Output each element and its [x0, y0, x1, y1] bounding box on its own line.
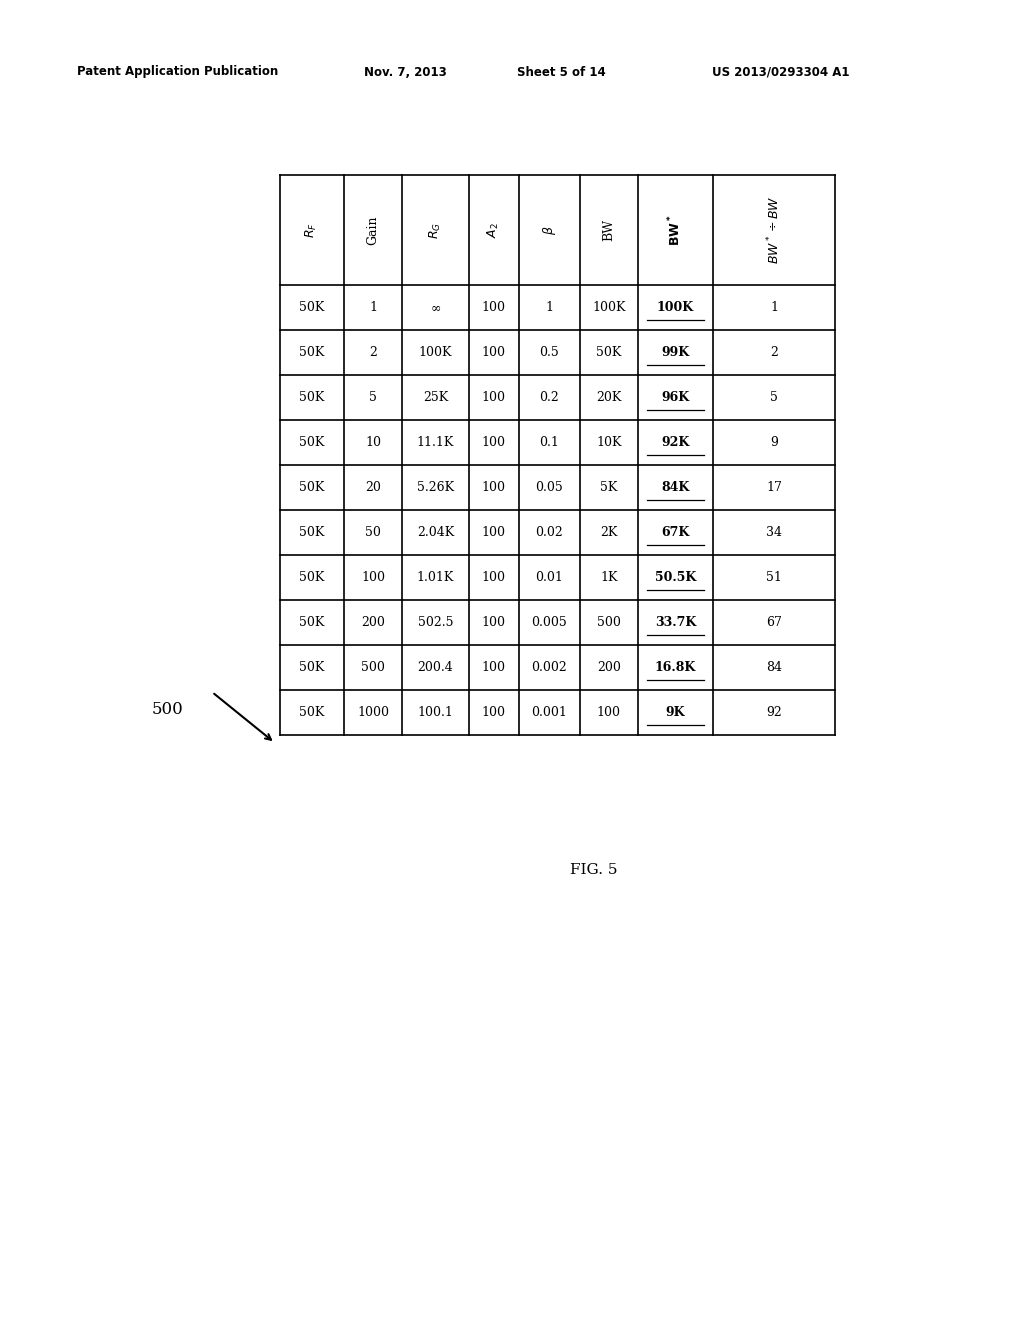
Text: BW: BW [602, 219, 615, 242]
Text: 10K: 10K [596, 436, 622, 449]
Text: 84: 84 [766, 661, 782, 675]
Text: $BW^*\div BW$: $BW^*\div BW$ [766, 195, 782, 264]
Text: Nov. 7, 2013: Nov. 7, 2013 [364, 66, 446, 78]
Text: 100: 100 [481, 346, 506, 359]
Text: 2K: 2K [600, 525, 617, 539]
Text: 92K: 92K [662, 436, 689, 449]
Text: 10: 10 [365, 436, 381, 449]
Text: 0.5: 0.5 [540, 346, 559, 359]
Text: 100: 100 [481, 480, 506, 494]
Text: 100: 100 [481, 572, 506, 583]
Text: 0.002: 0.002 [531, 661, 567, 675]
Text: 1: 1 [770, 301, 778, 314]
Text: 500: 500 [361, 661, 385, 675]
Text: 0.02: 0.02 [536, 525, 563, 539]
Text: 16.8K: 16.8K [654, 661, 696, 675]
Text: 5: 5 [369, 391, 377, 404]
Text: 84K: 84K [662, 480, 689, 494]
Text: 100: 100 [361, 572, 385, 583]
Text: 100: 100 [481, 525, 506, 539]
Text: 50K: 50K [299, 301, 325, 314]
Text: 50K: 50K [299, 572, 325, 583]
Text: 50K: 50K [299, 391, 325, 404]
Text: 1: 1 [545, 301, 553, 314]
Text: 50: 50 [365, 525, 381, 539]
Text: 20: 20 [365, 480, 381, 494]
Text: 100: 100 [481, 616, 506, 630]
Text: 100.1: 100.1 [418, 706, 454, 719]
Text: 2.04K: 2.04K [417, 525, 454, 539]
Text: 9: 9 [770, 436, 778, 449]
Text: 50K: 50K [299, 346, 325, 359]
Text: 50K: 50K [299, 616, 325, 630]
Text: 1.01K: 1.01K [417, 572, 454, 583]
Text: 0.05: 0.05 [536, 480, 563, 494]
Text: 17: 17 [766, 480, 782, 494]
Text: 99K: 99K [662, 346, 689, 359]
Text: 100: 100 [481, 661, 506, 675]
Text: 33.7K: 33.7K [654, 616, 696, 630]
Text: 0.1: 0.1 [540, 436, 559, 449]
Text: 25K: 25K [423, 391, 449, 404]
Text: 1000: 1000 [357, 706, 389, 719]
Text: 200: 200 [361, 616, 385, 630]
Text: 1: 1 [369, 301, 377, 314]
Text: 34: 34 [766, 525, 782, 539]
Text: 100: 100 [481, 301, 506, 314]
Text: 50K: 50K [596, 346, 622, 359]
Text: 92: 92 [766, 706, 782, 719]
Text: 100: 100 [481, 706, 506, 719]
Text: 67K: 67K [662, 525, 689, 539]
Text: 502.5: 502.5 [418, 616, 454, 630]
Text: 100K: 100K [656, 301, 694, 314]
Text: 11.1K: 11.1K [417, 436, 454, 449]
Text: 50.5K: 50.5K [654, 572, 696, 583]
Text: ∞: ∞ [430, 301, 440, 314]
Text: 0.001: 0.001 [531, 706, 567, 719]
Text: 100K: 100K [592, 301, 626, 314]
Text: 0.2: 0.2 [540, 391, 559, 404]
Text: $\beta$: $\beta$ [541, 226, 558, 235]
Text: 100: 100 [481, 436, 506, 449]
Text: 2: 2 [770, 346, 778, 359]
Text: 50K: 50K [299, 706, 325, 719]
Text: Gain: Gain [367, 215, 380, 244]
Text: 500: 500 [597, 616, 621, 630]
Text: 0.01: 0.01 [536, 572, 563, 583]
Text: 0.005: 0.005 [531, 616, 567, 630]
Text: Patent Application Publication: Patent Application Publication [77, 66, 279, 78]
Text: 67: 67 [766, 616, 782, 630]
Text: 50K: 50K [299, 436, 325, 449]
Text: 51: 51 [766, 572, 782, 583]
Text: 5: 5 [770, 391, 778, 404]
Text: 5.26K: 5.26K [417, 480, 454, 494]
Text: 500: 500 [152, 701, 183, 718]
Text: 96K: 96K [662, 391, 689, 404]
Text: 100K: 100K [419, 346, 453, 359]
Text: $R_G$: $R_G$ [428, 222, 443, 239]
Text: 20K: 20K [596, 391, 622, 404]
Text: 100: 100 [597, 706, 621, 719]
Text: 100: 100 [481, 391, 506, 404]
Text: 5K: 5K [600, 480, 617, 494]
Text: Sheet 5 of 14: Sheet 5 of 14 [517, 66, 606, 78]
Text: 50K: 50K [299, 525, 325, 539]
Text: 200.4: 200.4 [418, 661, 454, 675]
Text: 2: 2 [369, 346, 377, 359]
Text: 1K: 1K [600, 572, 617, 583]
Text: 50K: 50K [299, 661, 325, 675]
Text: $R_F$: $R_F$ [304, 222, 319, 238]
Text: 9K: 9K [666, 706, 685, 719]
Text: 200: 200 [597, 661, 621, 675]
Text: FIG. 5: FIG. 5 [570, 863, 617, 876]
Text: $A_2$: $A_2$ [486, 222, 501, 238]
Text: $\mathbf{BW^*}$: $\mathbf{BW^*}$ [668, 214, 684, 246]
Text: US 2013/0293304 A1: US 2013/0293304 A1 [712, 66, 849, 78]
Text: 50K: 50K [299, 480, 325, 494]
